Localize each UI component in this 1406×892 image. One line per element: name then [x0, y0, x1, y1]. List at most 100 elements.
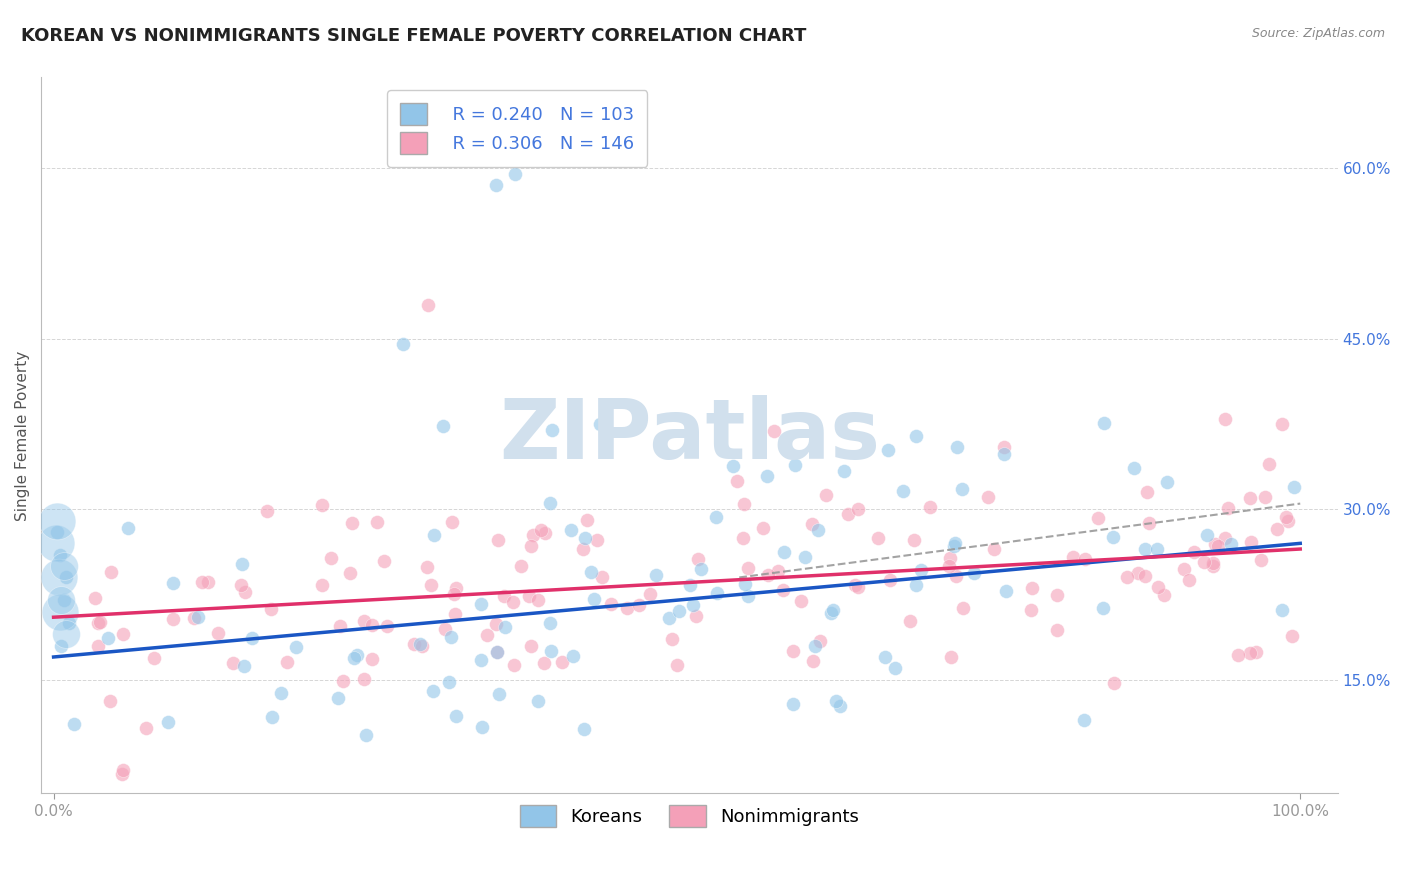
Point	[62, 717, 84, 731]
Point	[591, 570, 613, 584]
Point	[1258, 457, 1281, 471]
Point	[84, 591, 107, 605]
Point	[704, 510, 727, 524]
Point	[174, 807, 197, 822]
Legend: Koreans, Nonimmigrants: Koreans, Nonimmigrants	[513, 798, 866, 834]
Point	[1216, 500, 1239, 515]
Point	[420, 578, 443, 592]
Point	[599, 597, 621, 611]
Point	[100, 693, 122, 707]
Point	[440, 515, 463, 529]
Point	[773, 545, 796, 559]
Point	[877, 442, 900, 457]
Point	[939, 649, 962, 664]
Point	[1202, 559, 1225, 574]
Point	[58, 615, 80, 630]
Point	[494, 620, 516, 634]
Point	[1087, 510, 1109, 524]
Point	[402, 637, 425, 651]
Point	[945, 535, 967, 549]
Point	[533, 525, 555, 540]
Point	[207, 625, 229, 640]
Point	[488, 687, 510, 701]
Point	[1244, 644, 1267, 658]
Point	[49, 605, 72, 619]
Point	[373, 554, 395, 568]
Point	[526, 592, 548, 607]
Point	[240, 631, 263, 645]
Point	[471, 720, 494, 734]
Point	[361, 617, 384, 632]
Point	[943, 539, 966, 553]
Point	[945, 569, 967, 583]
Point	[503, 167, 526, 181]
Point	[284, 640, 307, 654]
Point	[1192, 555, 1215, 569]
Point	[339, 566, 361, 581]
Point	[627, 599, 650, 613]
Point	[879, 573, 901, 587]
Point	[891, 483, 914, 498]
Point	[721, 459, 744, 474]
Point	[391, 337, 413, 351]
Point	[311, 499, 333, 513]
Point	[1073, 713, 1095, 727]
Point	[994, 583, 1017, 598]
Point	[846, 502, 869, 516]
Point	[772, 583, 794, 598]
Point	[256, 504, 278, 518]
Point	[706, 585, 728, 599]
Point	[1091, 601, 1114, 615]
Point	[191, 575, 214, 590]
Point	[233, 585, 256, 599]
Point	[782, 697, 804, 711]
Point	[1254, 491, 1277, 505]
Point	[1116, 570, 1139, 584]
Point	[1101, 530, 1123, 544]
Point	[444, 709, 467, 723]
Point	[1102, 676, 1125, 690]
Point	[1133, 542, 1156, 557]
Point	[1201, 556, 1223, 570]
Point	[782, 644, 804, 658]
Point	[1173, 562, 1195, 576]
Point	[422, 528, 444, 542]
Point	[1281, 629, 1303, 643]
Point	[110, 766, 132, 780]
Point	[443, 587, 465, 601]
Point	[86, 615, 108, 630]
Point	[737, 589, 759, 603]
Point	[690, 562, 713, 576]
Point	[801, 516, 824, 531]
Point	[46, 514, 69, 528]
Point	[844, 578, 866, 592]
Point	[520, 539, 543, 553]
Point	[752, 521, 775, 535]
Point	[233, 659, 256, 673]
Point	[1239, 646, 1261, 660]
Point	[187, 610, 209, 624]
Point	[1215, 531, 1237, 545]
Text: KOREAN VS NONIMMIGRANTS SINGLE FEMALE POVERTY CORRELATION CHART: KOREAN VS NONIMMIGRANTS SINGLE FEMALE PO…	[21, 27, 807, 45]
Point	[409, 637, 432, 651]
Point	[1156, 475, 1178, 489]
Point	[848, 580, 870, 594]
Point	[905, 429, 928, 443]
Point	[658, 611, 681, 625]
Point	[903, 533, 925, 548]
Point	[725, 474, 748, 488]
Point	[1182, 545, 1205, 559]
Point	[560, 523, 582, 537]
Point	[945, 440, 967, 454]
Point	[661, 632, 683, 646]
Point	[486, 533, 509, 547]
Point	[583, 591, 606, 606]
Point	[1133, 569, 1156, 583]
Point	[1135, 484, 1157, 499]
Point	[533, 656, 555, 670]
Point	[494, 590, 516, 604]
Point	[530, 524, 553, 538]
Point	[579, 565, 602, 579]
Point	[562, 648, 585, 663]
Point	[502, 657, 524, 672]
